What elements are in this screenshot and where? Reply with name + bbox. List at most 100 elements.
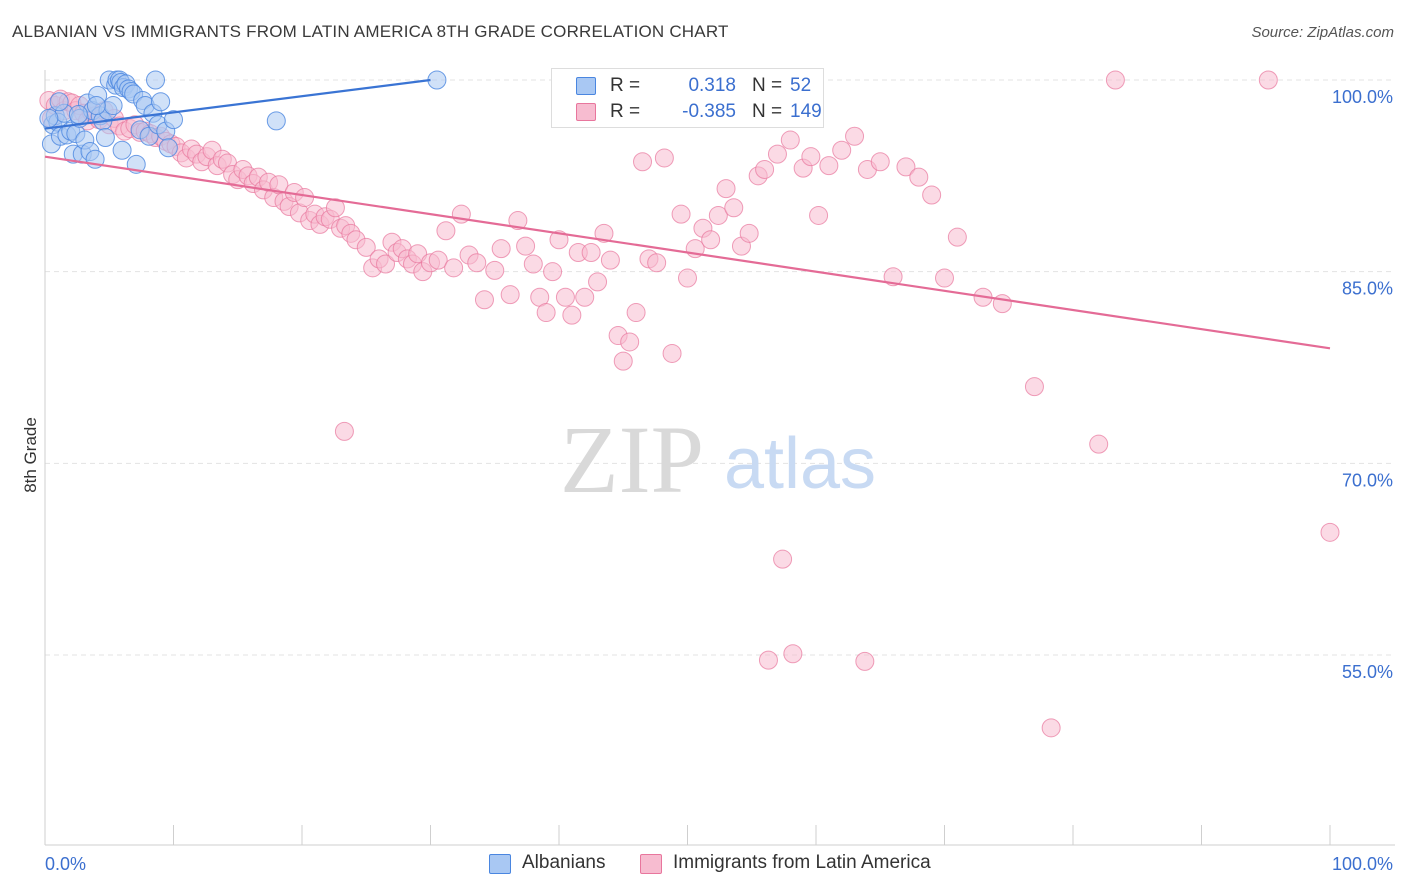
- x-tick-label: 0.0%: [45, 854, 86, 874]
- latin-point: [1041, 718, 1061, 738]
- r-label: R =: [610, 101, 641, 122]
- albanian-point: [68, 105, 88, 124]
- r-value: -0.385: [682, 101, 736, 122]
- latin-point: [325, 198, 345, 218]
- source-label: Source: ZipAtlas.com: [1251, 24, 1394, 41]
- gridlines: [45, 79, 1395, 656]
- latin-point: [780, 130, 800, 150]
- x-tick-label: 100.0%: [1332, 854, 1393, 874]
- albanian-point: [158, 138, 178, 158]
- n-value: 52: [790, 75, 812, 96]
- series-legend: Albanians Immigrants from Latin America: [0, 852, 1406, 878]
- latin-point: [444, 258, 464, 278]
- latin-point: [508, 211, 528, 231]
- latin-point: [594, 223, 614, 243]
- latin-point: [536, 303, 556, 323]
- latin-point: [491, 239, 511, 259]
- latin-point: [883, 267, 903, 287]
- albanian-point: [146, 70, 166, 90]
- albanian-point: [49, 92, 69, 112]
- latin-point: [724, 198, 744, 218]
- latin-point: [600, 250, 620, 270]
- latin-point: [801, 147, 821, 167]
- albanians-swatch: [576, 77, 596, 95]
- n-value: 149: [790, 101, 822, 122]
- albanians-swatch: [489, 854, 511, 874]
- albanian-point: [266, 111, 286, 131]
- albanian-point: [112, 140, 132, 160]
- latin-point: [523, 254, 543, 274]
- latin-point: [555, 287, 575, 307]
- latin-point: [678, 268, 697, 288]
- latin-point: [633, 152, 653, 172]
- latin-point: [620, 332, 640, 352]
- y-tick-label: 70.0%: [1342, 470, 1393, 490]
- latin-point: [467, 253, 487, 273]
- latin-point: [356, 237, 376, 257]
- latin-point: [1105, 70, 1125, 90]
- tick-labels: 55.0% 70.0% 85.0% 100.0% 0.0% 100.0%: [45, 87, 1393, 874]
- latin-point: [671, 204, 691, 224]
- latin-point: [1258, 70, 1278, 90]
- latin-point: [819, 156, 839, 176]
- latin-point: [758, 650, 778, 670]
- y-tick-label: 85.0%: [1342, 279, 1393, 299]
- latin-point: [562, 305, 582, 325]
- latin-point: [1024, 377, 1044, 397]
- latin-point: [626, 303, 646, 323]
- latin-point: [855, 651, 875, 671]
- y-tick-label: 55.0%: [1342, 662, 1393, 682]
- latin-swatch: [640, 854, 662, 874]
- latin-point: [935, 268, 954, 288]
- latin-point: [870, 152, 890, 172]
- latin-trend-line: [44, 155, 1331, 350]
- albanian-point: [86, 96, 106, 116]
- y-tick-label: 100.0%: [1332, 87, 1393, 107]
- watermark-zip: ZIP: [560, 406, 704, 513]
- albanian-point: [95, 128, 115, 147]
- latin-point: [516, 236, 536, 256]
- latin-point: [909, 167, 929, 187]
- latin-point: [334, 421, 354, 441]
- latin-point: [922, 185, 942, 205]
- latin-point: [832, 140, 852, 160]
- latin-point: [485, 260, 505, 280]
- latin-point: [500, 285, 520, 305]
- latin-point: [474, 290, 494, 310]
- latin-point: [654, 148, 674, 168]
- latin-point: [295, 188, 315, 208]
- latin-point: [549, 230, 569, 250]
- latin-point: [992, 294, 1012, 314]
- legend-label-albanians: Albanians: [522, 852, 606, 873]
- latin-point: [1320, 522, 1340, 542]
- legend-label-latin: Immigrants from Latin America: [673, 852, 931, 873]
- r-value: 0.318: [688, 75, 736, 96]
- latin-point: [896, 157, 916, 177]
- latin-point: [1089, 434, 1109, 454]
- latin-point: [575, 287, 595, 307]
- series-albanians-points: [39, 70, 447, 174]
- latin-point: [845, 126, 865, 146]
- latin-point: [428, 250, 448, 270]
- albanians-trend-line: [44, 78, 431, 130]
- latin-point: [716, 179, 736, 199]
- latin-point: [662, 343, 682, 363]
- n-label: N =: [752, 75, 783, 96]
- latin-point: [809, 205, 829, 225]
- albanian-point: [151, 92, 171, 112]
- r-label: R =: [610, 75, 641, 96]
- watermark: ZIP atlas: [560, 406, 876, 513]
- latin-point: [947, 227, 967, 247]
- albanian-point: [427, 70, 447, 90]
- latin-point: [613, 351, 633, 371]
- latin-point: [739, 223, 759, 243]
- latin-point: [543, 262, 563, 282]
- y-axis-label: 8th Grade: [21, 417, 40, 493]
- latin-point: [701, 230, 721, 250]
- n-label: N =: [752, 101, 783, 122]
- latin-point: [755, 159, 775, 179]
- chart-title: ALBANIAN VS IMMIGRANTS FROM LATIN AMERIC…: [12, 22, 729, 41]
- latin-point: [767, 144, 787, 164]
- latin-point: [773, 549, 793, 569]
